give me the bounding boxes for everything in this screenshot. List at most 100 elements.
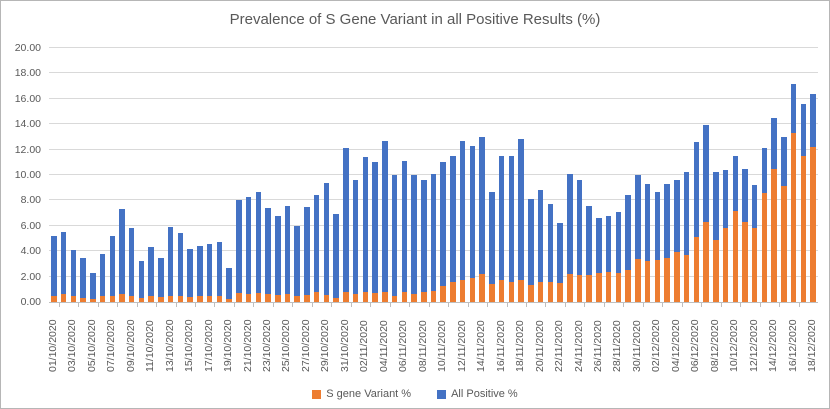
legend-item-s-gene: S gene Variant % [312,388,411,400]
bar-segment-s-gene [265,294,271,302]
bar-segment-s-gene [226,298,232,302]
bar-segment-all-positive [547,204,554,283]
bar-segment-s-gene [401,291,408,302]
bar-segment-s-gene [275,295,281,302]
bar-segment-s-gene [742,222,748,302]
bar-segment-all-positive [800,103,807,156]
bar-segment-all-positive [138,261,145,298]
bar-segment-all-positive [372,162,378,294]
x-axis-tick [253,303,255,307]
x-axis-label: 04/11/2020 [377,320,390,372]
bar-segment-all-positive [810,93,816,148]
x-axis-label: 24/11/2020 [572,320,585,372]
x-axis-label: 15/10/2020 [183,319,196,372]
y-axis-label: 20.00 [14,42,41,54]
x-axis-label: 16/12/2020 [786,319,799,372]
bar-segment-all-positive [128,228,135,296]
x-axis-label: 23/10/2020 [261,319,274,372]
bar-segment-all-positive [605,215,612,272]
bar-segment-s-gene [343,291,349,302]
y-axis-label: 6.00 [20,219,41,232]
bar-segment-all-positive [625,195,631,271]
bar-segment-s-gene [60,294,67,302]
bar-segment-all-positive [197,246,203,297]
x-axis-tick [487,303,489,307]
x-axis-tick [545,303,547,307]
x-axis-tick [525,303,527,307]
x-axis-tick [409,303,411,307]
bar-segment-all-positive [781,136,787,187]
x-axis-tick [233,303,235,307]
x-axis-label: 14/11/2020 [475,320,488,372]
bar-segment-s-gene [810,147,816,302]
bar-segment-all-positive [664,183,670,258]
bar-segment-s-gene [90,298,96,302]
y-axis-label: 2.00 [20,270,41,283]
bar-segment-s-gene [206,296,213,302]
bar-segment-s-gene [245,294,252,302]
chart-title: Prevalence of S Gene Variant in all Posi… [229,11,601,28]
bar-segment-s-gene [479,274,485,302]
gridline [49,148,818,150]
x-axis-tick [564,303,566,307]
bar-segment-all-positive [722,169,729,229]
bar-segment-s-gene [557,282,563,302]
bar-segment-all-positive [284,205,291,294]
bar-segment-all-positive [90,272,96,299]
bar-segment-all-positive [323,182,330,296]
bar-segment-s-gene [605,271,612,302]
bar-segment-s-gene [732,211,738,302]
x-axis-label: 11/10/2020 [144,320,157,372]
bar-segment-all-positive [411,175,417,294]
bar-segment-all-positive [109,235,116,296]
bar-segment-all-positive [421,180,427,293]
x-axis-label: 07/10/2020 [105,319,118,372]
x-axis-label: 18/12/2020 [806,319,819,372]
bar-segment-all-positive [508,155,515,282]
bar-segment-all-positive [771,117,777,169]
x-axis-tick [681,303,683,307]
x-axis-tick [701,303,703,307]
bar-segment-all-positive [80,257,86,298]
x-axis-tick [584,303,586,307]
x-axis-tick [117,303,119,307]
bar-segment-all-positive [644,183,651,262]
bar-segment-s-gene [80,297,86,302]
x-axis-tick [448,303,450,307]
x-axis-label: 18/11/2020 [514,320,527,372]
bar-segment-s-gene [790,133,797,302]
bar-segment-s-gene [148,296,154,302]
x-axis-tick [136,303,138,307]
x-axis-tick [623,303,625,307]
x-axis-tick [58,303,60,307]
x-axis-label: 27/10/2020 [299,319,312,372]
bar-segment-all-positive [537,190,544,283]
bar-segment-s-gene [508,281,515,302]
bar-segment-all-positive [401,161,408,292]
y-axis-label: 16.00 [14,92,41,105]
bar-segment-s-gene [255,293,262,302]
x-axis-tick [603,303,605,307]
plot-area [49,47,818,303]
bar-segment-all-positive [557,223,563,283]
bar-segment-s-gene [430,290,437,302]
bar-segment-s-gene [528,284,534,302]
x-axis-label: 06/12/2020 [689,319,702,372]
bar-segment-all-positive [177,233,184,296]
bar-segment-all-positive [635,175,641,259]
x-axis-label: 12/11/2020 [455,320,468,372]
x-axis-label: 25/10/2020 [280,319,293,372]
bar-segment-s-gene [751,228,758,302]
bar-segment-all-positive [518,138,524,280]
x-axis-label: 21/10/2020 [241,319,254,372]
bar-segment-s-gene [362,292,369,302]
bar-segment-all-positive [732,155,738,212]
gridline [49,123,818,125]
bar-segment-all-positive [615,211,622,273]
bar-segment-all-positive [586,205,592,276]
bar-segment-s-gene [323,295,330,302]
bar-segment-s-gene [197,296,203,302]
bar-segment-s-gene [51,295,57,302]
bar-segment-all-positive [742,168,748,222]
bar-segment-s-gene [781,186,787,302]
